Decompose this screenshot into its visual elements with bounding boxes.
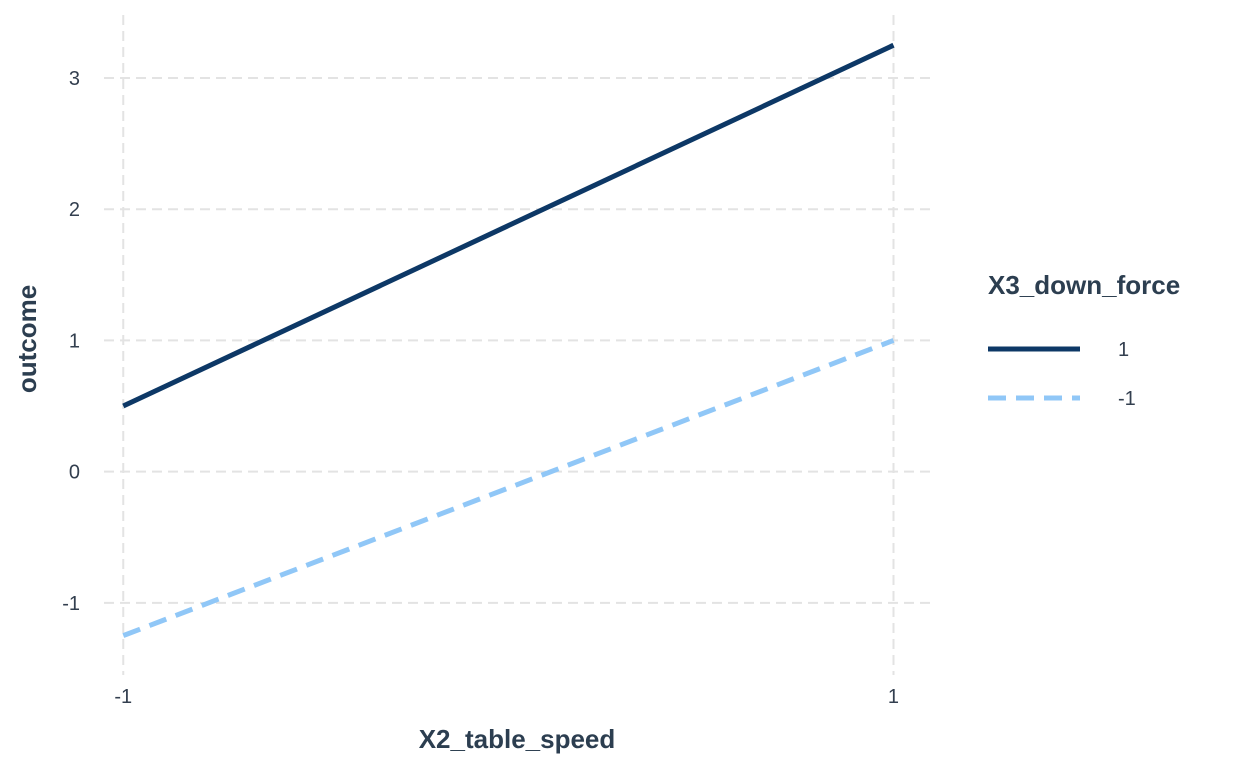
grid [104,15,932,675]
y-axis-title: outcome [12,285,42,393]
y-tick-label: 1 [69,330,80,352]
x-axis-title: X2_table_speed [419,724,616,754]
legend-items: 1 -1 [988,339,1136,410]
legend-label: 1 [1118,339,1129,361]
x-tick-label: -1 [114,686,132,708]
series-line-0 [122,42,895,409]
legend-item-1: -1 [988,388,1136,410]
legend-label: -1 [1118,388,1136,410]
series-lines [122,42,895,638]
legend: X3_down_force 1 -1 [988,270,1180,410]
legend-title: X3_down_force [988,270,1180,300]
y-tick-label: 3 [69,68,80,90]
y-tick-label: 2 [69,199,80,221]
series-line-1 [122,338,895,638]
x-tick-labels: -1 1 [114,686,899,708]
legend-item-0: 1 [988,339,1129,361]
x-tick-label: 1 [888,686,899,708]
y-tick-label: 0 [69,462,80,484]
y-tick-labels: -1 0 1 2 3 [62,68,80,615]
y-tick-label: -1 [62,593,80,615]
